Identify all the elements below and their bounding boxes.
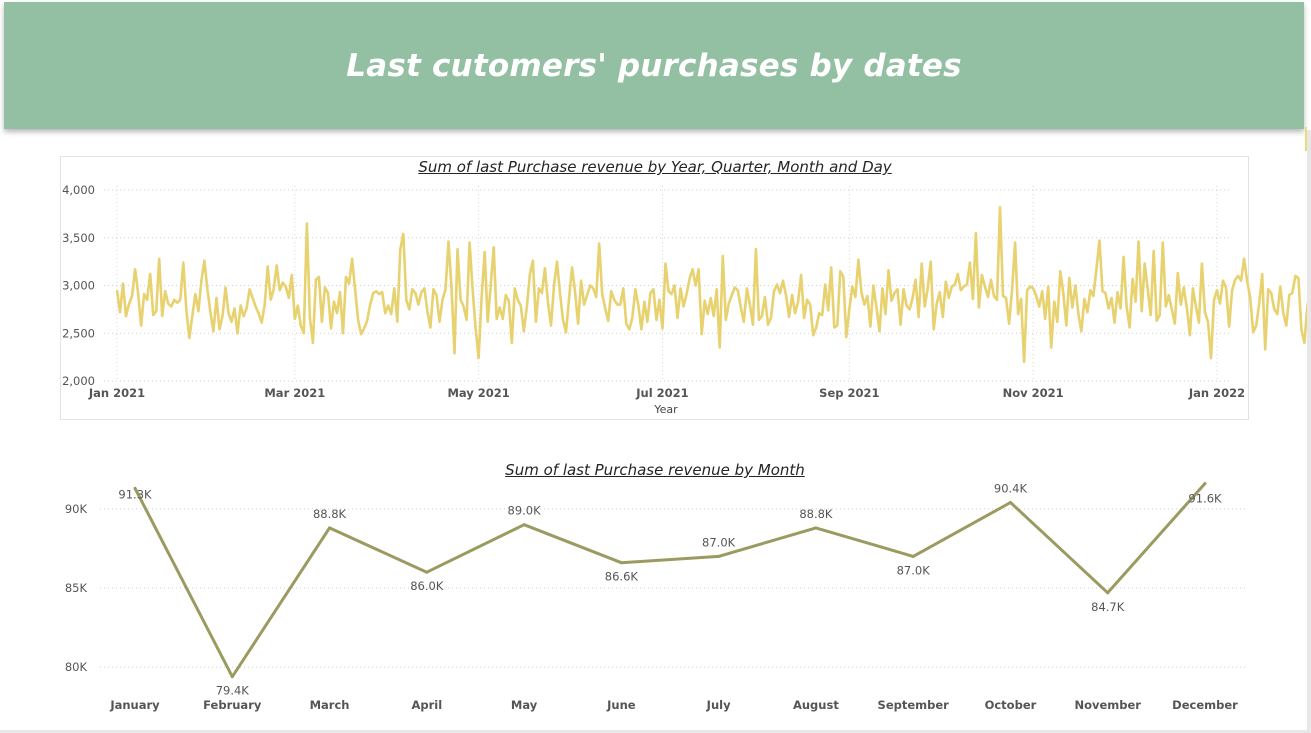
x-tick-label: Jul 2021 <box>635 386 688 400</box>
y-tick-label: 3,500 <box>62 231 95 245</box>
x-axis-label: Year <box>653 403 678 416</box>
x-tick-label: Sep 2021 <box>819 386 879 400</box>
page-edge <box>1307 130 1311 733</box>
x-tick-label: May 2021 <box>447 386 509 400</box>
y-tick-label: 2,500 <box>62 326 95 340</box>
y-tick-label: 4,000 <box>62 183 95 197</box>
x-axis: Jan 2021 Mar 2021 May 2021 Jul 2021 Sep 2021… <box>88 386 1245 400</box>
x-tick-label: Jan 2022 <box>1188 386 1245 400</box>
x-tick-label: Mar 2021 <box>264 386 325 400</box>
x-tick-label: Nov 2021 <box>1003 386 1064 400</box>
x-tick-label: Jan 2021 <box>88 386 145 400</box>
daily-revenue-series-line[interactable] <box>117 207 1311 362</box>
y-tick-label: 3,000 <box>62 279 95 293</box>
